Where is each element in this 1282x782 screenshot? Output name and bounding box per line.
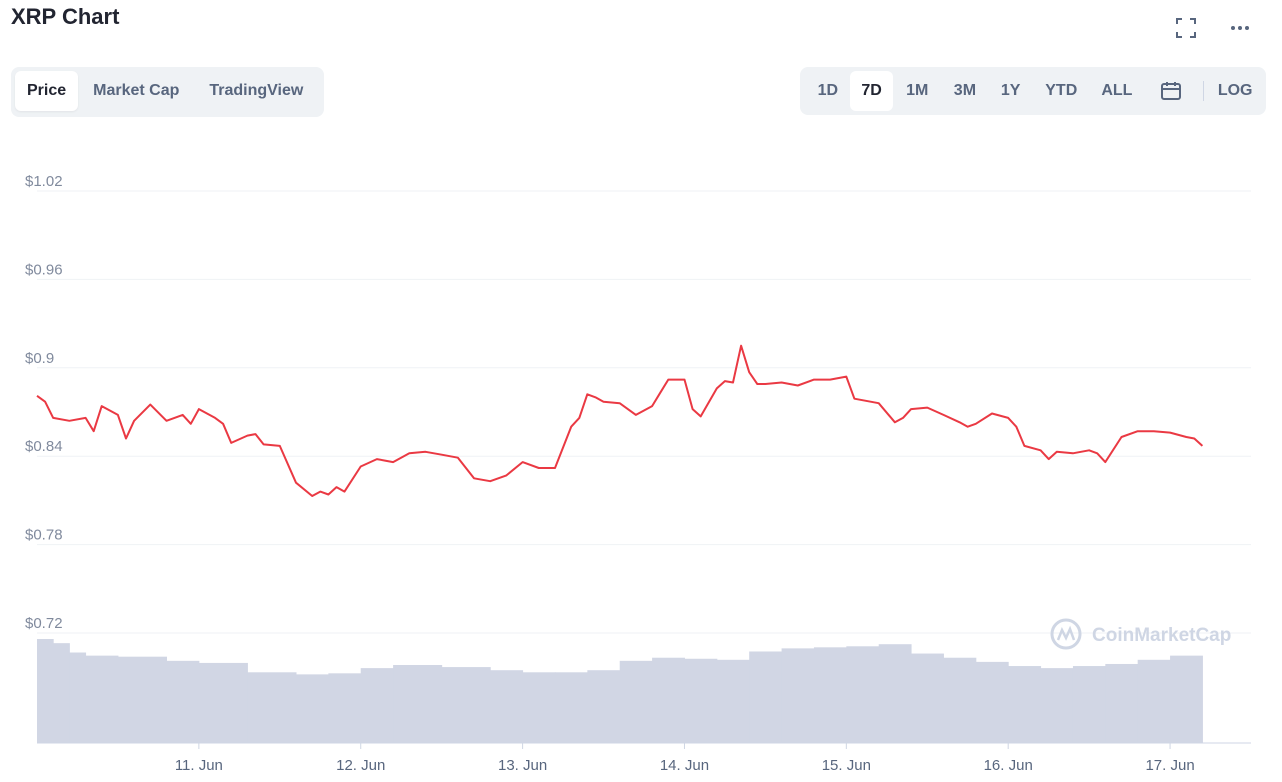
y-axis-labels: $1.02 $0.96 $0.9 $0.84 $0.78 $0.72 (25, 173, 63, 632)
x-tick-label: 13. Jun (498, 757, 547, 774)
price-line (36, 344, 1204, 497)
fullscreen-icon (1176, 18, 1196, 38)
chart-type-tabs: Price Market Cap TradingView (11, 67, 324, 117)
volume-bar (53, 643, 70, 743)
volume-bar (117, 656, 167, 743)
volume-bar (247, 672, 297, 743)
volume-bar (37, 639, 54, 743)
volume-bar (1040, 668, 1074, 743)
x-tick-label: 11. Jun (175, 757, 223, 774)
x-axis: 11. Jun 12. Jun 13. Jun 14. Jun 15. Jun 16. J… (37, 742, 1251, 774)
x-tick-label: 16. Jun (984, 757, 1033, 774)
range-7d[interactable]: 7D (849, 71, 894, 111)
volume-bar (393, 665, 443, 743)
range-1m[interactable]: 1M (906, 82, 929, 99)
volume-bar (619, 660, 653, 743)
volume-bar (781, 648, 815, 743)
more-options-button[interactable] (1226, 14, 1254, 42)
volume-bar (975, 661, 1009, 743)
coinmarketcap-logo-icon (1050, 618, 1082, 650)
volume-bar (587, 670, 621, 743)
y-tick-label: $0.9 (25, 350, 54, 367)
coinmarketcap-watermark: CoinMarketCap (1050, 618, 1231, 650)
volume-bar (749, 651, 783, 743)
volume-bar (1170, 655, 1203, 743)
range-divider (1203, 81, 1205, 101)
range-3m[interactable]: 3M (953, 82, 977, 99)
volume-bar (328, 673, 362, 743)
volume-bar (198, 662, 248, 743)
x-tick-label: 14. Jun (660, 757, 709, 774)
fullscreen-button[interactable] (1172, 14, 1200, 42)
volume-bar (85, 655, 119, 743)
watermark-text: CoinMarketCap (1092, 625, 1231, 646)
range-all[interactable]: ALL (1101, 82, 1133, 99)
range-1d[interactable]: 1D (817, 82, 839, 99)
x-tick-label: 12. Jun (336, 757, 385, 774)
volume-bar (295, 674, 329, 743)
tab-market-cap[interactable]: Market Cap (93, 82, 180, 99)
volume-bar (911, 653, 944, 743)
volume-bar (1072, 666, 1106, 743)
volume-bar (1105, 663, 1139, 743)
volume-bar (652, 657, 685, 743)
price-line-series (36, 344, 1204, 497)
y-tick-label: $1.02 (25, 173, 63, 190)
y-tick-label: $0.78 (25, 527, 63, 544)
volume-bars (37, 639, 1203, 743)
range-1y[interactable]: 1Y (1000, 82, 1021, 99)
x-tick-label: 17. Jun (1145, 757, 1194, 774)
range-ytd[interactable]: YTD (1045, 82, 1078, 99)
more-horizontal-icon (1231, 26, 1249, 30)
y-tick-label: $0.96 (25, 261, 63, 278)
volume-bar (166, 660, 200, 743)
volume-bar (1137, 659, 1171, 743)
tab-tradingview[interactable]: TradingView (209, 82, 304, 99)
volume-bar (684, 658, 718, 743)
volume-bar (943, 657, 977, 743)
volume-bar (846, 646, 880, 743)
time-range-selector: 1D 7D 1M 3M 1Y YTD ALL LOG (800, 67, 1266, 115)
x-tick-label: 15. Jun (822, 757, 871, 774)
volume-bar (522, 672, 556, 743)
volume-bar (878, 644, 912, 743)
coinmarketcap-logo-mark (1056, 625, 1076, 641)
volume-bar (813, 647, 847, 743)
chart-grid (37, 190, 1251, 634)
tab-price[interactable]: Price (15, 71, 79, 111)
volume-bar (1008, 666, 1042, 743)
volume-bar (360, 668, 394, 743)
calendar-icon (1160, 82, 1181, 100)
page-title: XRP Chart (11, 4, 120, 29)
volume-bar (554, 672, 588, 743)
volume-bar (441, 667, 491, 743)
volume-bar (490, 670, 524, 743)
volume-bar (69, 652, 87, 743)
y-tick-label: $0.84 (25, 438, 63, 455)
log-scale-toggle[interactable]: LOG (1217, 82, 1253, 99)
y-tick-label: $0.72 (25, 615, 63, 632)
calendar-button[interactable] (1144, 71, 1198, 111)
volume-bar (716, 659, 750, 743)
